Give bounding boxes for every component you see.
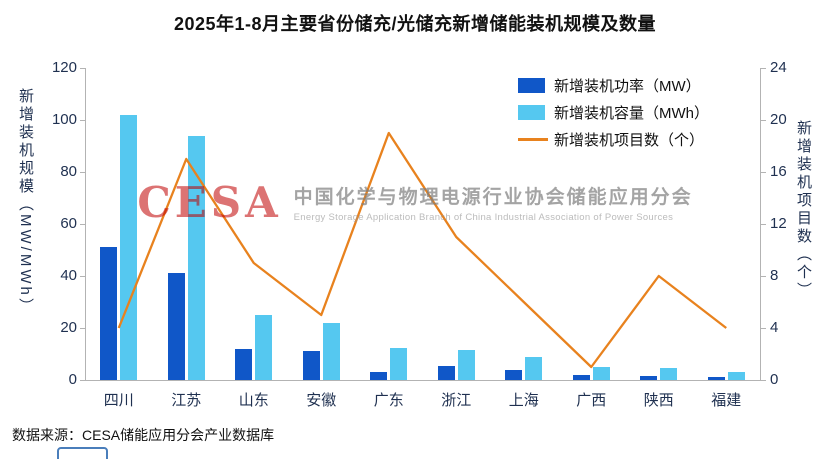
legend-label-projects: 新增装机项目数（个） (554, 131, 705, 149)
legend: 新增装机功率（MW） 新增装机容量（MWh） 新增装机项目数（个） (518, 74, 709, 155)
left-tick-label: 100 (51, 111, 77, 128)
left-tick-mark (80, 224, 85, 225)
right-tick-label: 24 (770, 59, 787, 76)
source-note: 数据来源：CESA储能应用分会产业数据库 (12, 427, 275, 443)
left-tick-mark (80, 172, 85, 173)
right-tick-label: 8 (770, 267, 779, 284)
capacity-bar-swatch-icon (518, 104, 545, 120)
right-tick-label: 20 (770, 111, 787, 128)
left-tick-mark (80, 120, 85, 121)
bar-capacity-江苏 (187, 135, 205, 380)
x-category-label: 浙江 (441, 392, 472, 409)
legend-item-power: 新增装机功率（MW） (518, 74, 709, 96)
bar-power-上海 (505, 369, 523, 380)
right-axis-label: 新增装机项目数（个） (795, 120, 812, 300)
bar-power-浙江 (437, 365, 455, 380)
bar-power-山东 (235, 348, 253, 380)
x-category-label: 山东 (238, 392, 269, 409)
y-axis-left-line (85, 68, 86, 380)
bar-power-安徽 (302, 351, 320, 380)
projects-line-swatch-icon (518, 137, 548, 141)
power-bar-swatch-icon (518, 77, 545, 93)
left-tick-label: 120 (51, 59, 77, 76)
bar-capacity-安徽 (322, 322, 340, 380)
x-category-label: 广东 (373, 392, 404, 409)
bar-power-陕西 (640, 376, 658, 380)
bar-power-广西 (572, 374, 590, 380)
right-tick-label: 4 (770, 319, 779, 336)
bar-power-广东 (370, 372, 388, 380)
legend-label-power: 新增装机功率（MW） (554, 77, 701, 95)
bar-capacity-广西 (592, 367, 610, 380)
left-tick-label: 0 (68, 371, 77, 388)
bar-power-江苏 (167, 273, 185, 380)
bar-power-四川 (100, 247, 118, 380)
chart-title: 2025年1-8月主要省份储充/光储充新增储能装机规模及数量 (173, 14, 657, 34)
clipped-textbox[interactable] (57, 447, 108, 459)
projects-line (117, 131, 727, 369)
left-tick-label: 40 (60, 267, 77, 284)
x-category-label: 陕西 (643, 392, 674, 409)
left-tick-mark (80, 276, 85, 277)
right-tick-mark (761, 224, 766, 225)
bar-capacity-浙江 (457, 350, 475, 380)
right-tick-mark (761, 380, 766, 381)
left-tick-label: 80 (60, 163, 77, 180)
left-tick-mark (80, 68, 85, 69)
left-tick-label: 60 (60, 215, 77, 232)
bar-capacity-山东 (255, 315, 273, 380)
legend-item-projects: 新增装机项目数（个） (518, 128, 709, 150)
right-tick-label: 12 (770, 215, 787, 232)
x-category-label: 安徽 (306, 392, 337, 409)
left-tick-mark (80, 328, 85, 329)
bar-power-福建 (707, 377, 725, 380)
left-tick-mark (80, 380, 85, 381)
left-axis-label: 新增装机规模（MW/MWh） (17, 88, 34, 316)
x-category-label: 福建 (711, 392, 742, 409)
x-category-label: 广西 (576, 392, 607, 409)
bar-capacity-福建 (727, 372, 745, 380)
right-tick-mark (761, 328, 766, 329)
bar-capacity-陕西 (660, 368, 678, 380)
y-axis-right-line (760, 68, 761, 380)
right-tick-label: 0 (770, 371, 779, 388)
x-category-label: 四川 (103, 392, 134, 409)
right-tick-label: 16 (770, 163, 787, 180)
right-tick-mark (761, 120, 766, 121)
bar-capacity-上海 (525, 356, 543, 380)
right-tick-mark (761, 276, 766, 277)
legend-item-capacity: 新增装机容量（MWh） (518, 101, 709, 123)
left-tick-label: 20 (60, 319, 77, 336)
x-category-label: 江苏 (171, 392, 202, 409)
x-axis-line (85, 380, 761, 381)
right-tick-mark (761, 172, 766, 173)
bar-capacity-广东 (390, 347, 408, 380)
x-category-label: 上海 (508, 392, 539, 409)
right-tick-mark (761, 68, 766, 69)
plot-area: 0 20 40 60 80 100 120 0 4 8 12 16 20 24 四川 江苏 山东 安徽 广东 浙江 上海… (0, 59, 830, 409)
legend-label-capacity: 新增装机容量（MWh） (554, 104, 709, 122)
